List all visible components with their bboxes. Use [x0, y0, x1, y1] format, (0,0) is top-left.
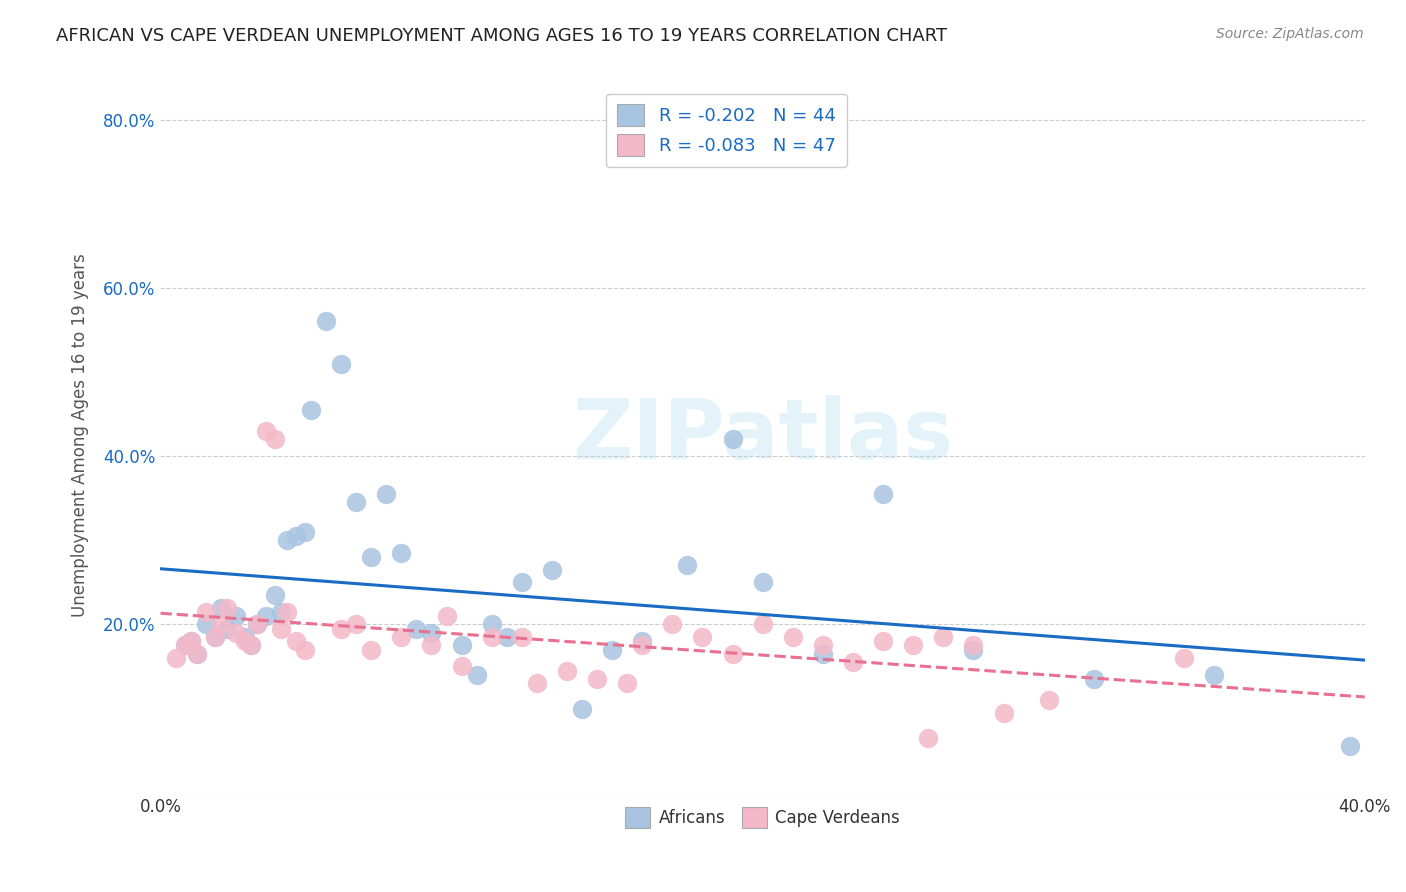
Point [526, 676, 548, 690]
Point [420, 639, 443, 653]
Point [510, 630, 533, 644]
Point [180, 634, 202, 648]
Point [225, 625, 247, 640]
Point [254, 424, 277, 438]
Point [239, 639, 262, 653]
Point [209, 600, 232, 615]
Point [510, 575, 533, 590]
Point [180, 634, 202, 648]
Text: Source: ZipAtlas.com: Source: ZipAtlas.com [1216, 27, 1364, 41]
Point [917, 731, 939, 745]
Y-axis label: Unemployment Among Ages 16 to 19 years: Unemployment Among Ages 16 to 19 years [72, 253, 89, 617]
Point [186, 647, 208, 661]
Point [751, 617, 773, 632]
Point [721, 647, 744, 661]
Point [782, 630, 804, 644]
Point [405, 622, 427, 636]
Point [270, 605, 292, 619]
Point [276, 533, 298, 548]
Text: ZIPatlas: ZIPatlas [572, 394, 953, 475]
Point [600, 642, 623, 657]
Point [204, 630, 226, 644]
Point [233, 634, 256, 648]
Point [872, 487, 894, 501]
Point [962, 639, 984, 653]
Point [436, 609, 458, 624]
Text: AFRICAN VS CAPE VERDEAN UNEMPLOYMENT AMONG AGES 16 TO 19 YEARS CORRELATION CHART: AFRICAN VS CAPE VERDEAN UNEMPLOYMENT AMO… [56, 27, 948, 45]
Point [285, 634, 308, 648]
Point [276, 605, 298, 619]
Point [233, 630, 256, 644]
Point [872, 634, 894, 648]
Point [254, 609, 277, 624]
Point [389, 630, 412, 644]
Point [692, 630, 714, 644]
Point [330, 622, 353, 636]
Point [465, 668, 488, 682]
Point [165, 651, 187, 665]
Point [661, 617, 683, 632]
Point [344, 495, 367, 509]
Point [1339, 739, 1361, 754]
Point [225, 609, 247, 624]
Point [246, 617, 269, 632]
Point [344, 617, 367, 632]
Point [481, 617, 503, 632]
Point [932, 630, 955, 644]
Point [285, 529, 308, 543]
Point [194, 605, 217, 619]
Point [204, 630, 226, 644]
Point [450, 639, 472, 653]
Point [330, 357, 353, 371]
Point [842, 655, 865, 669]
Point [571, 701, 593, 715]
Point [586, 672, 609, 686]
Point [495, 630, 517, 644]
Point [631, 639, 654, 653]
Point [420, 625, 443, 640]
Point [389, 546, 412, 560]
Point [299, 402, 322, 417]
Point [239, 639, 262, 653]
Point [215, 622, 238, 636]
Point [993, 706, 1015, 720]
Point [294, 642, 316, 657]
Point [721, 432, 744, 446]
Point [1083, 672, 1105, 686]
Point [811, 639, 834, 653]
Point [811, 647, 834, 661]
Point [270, 622, 292, 636]
Point [616, 676, 638, 690]
Point [751, 575, 773, 590]
Point [555, 664, 578, 678]
Point [173, 639, 195, 653]
Point [901, 639, 924, 653]
Point [676, 558, 699, 573]
Point [1173, 651, 1195, 665]
Point [360, 642, 382, 657]
Point [186, 647, 208, 661]
Point [294, 524, 316, 539]
Point [315, 314, 337, 328]
Point [215, 600, 238, 615]
Point [481, 630, 503, 644]
Point [360, 550, 382, 565]
Point [209, 617, 232, 632]
Legend: Africans, Cape Verdeans: Africans, Cape Verdeans [619, 801, 907, 834]
Point [194, 617, 217, 632]
Point [375, 487, 398, 501]
Point [246, 617, 269, 632]
Point [264, 432, 287, 446]
Point [1038, 693, 1060, 707]
Point [173, 639, 195, 653]
Point [541, 563, 564, 577]
Point [962, 642, 984, 657]
Point [1204, 668, 1226, 682]
Point [450, 659, 472, 673]
Point [264, 588, 287, 602]
Point [631, 634, 654, 648]
